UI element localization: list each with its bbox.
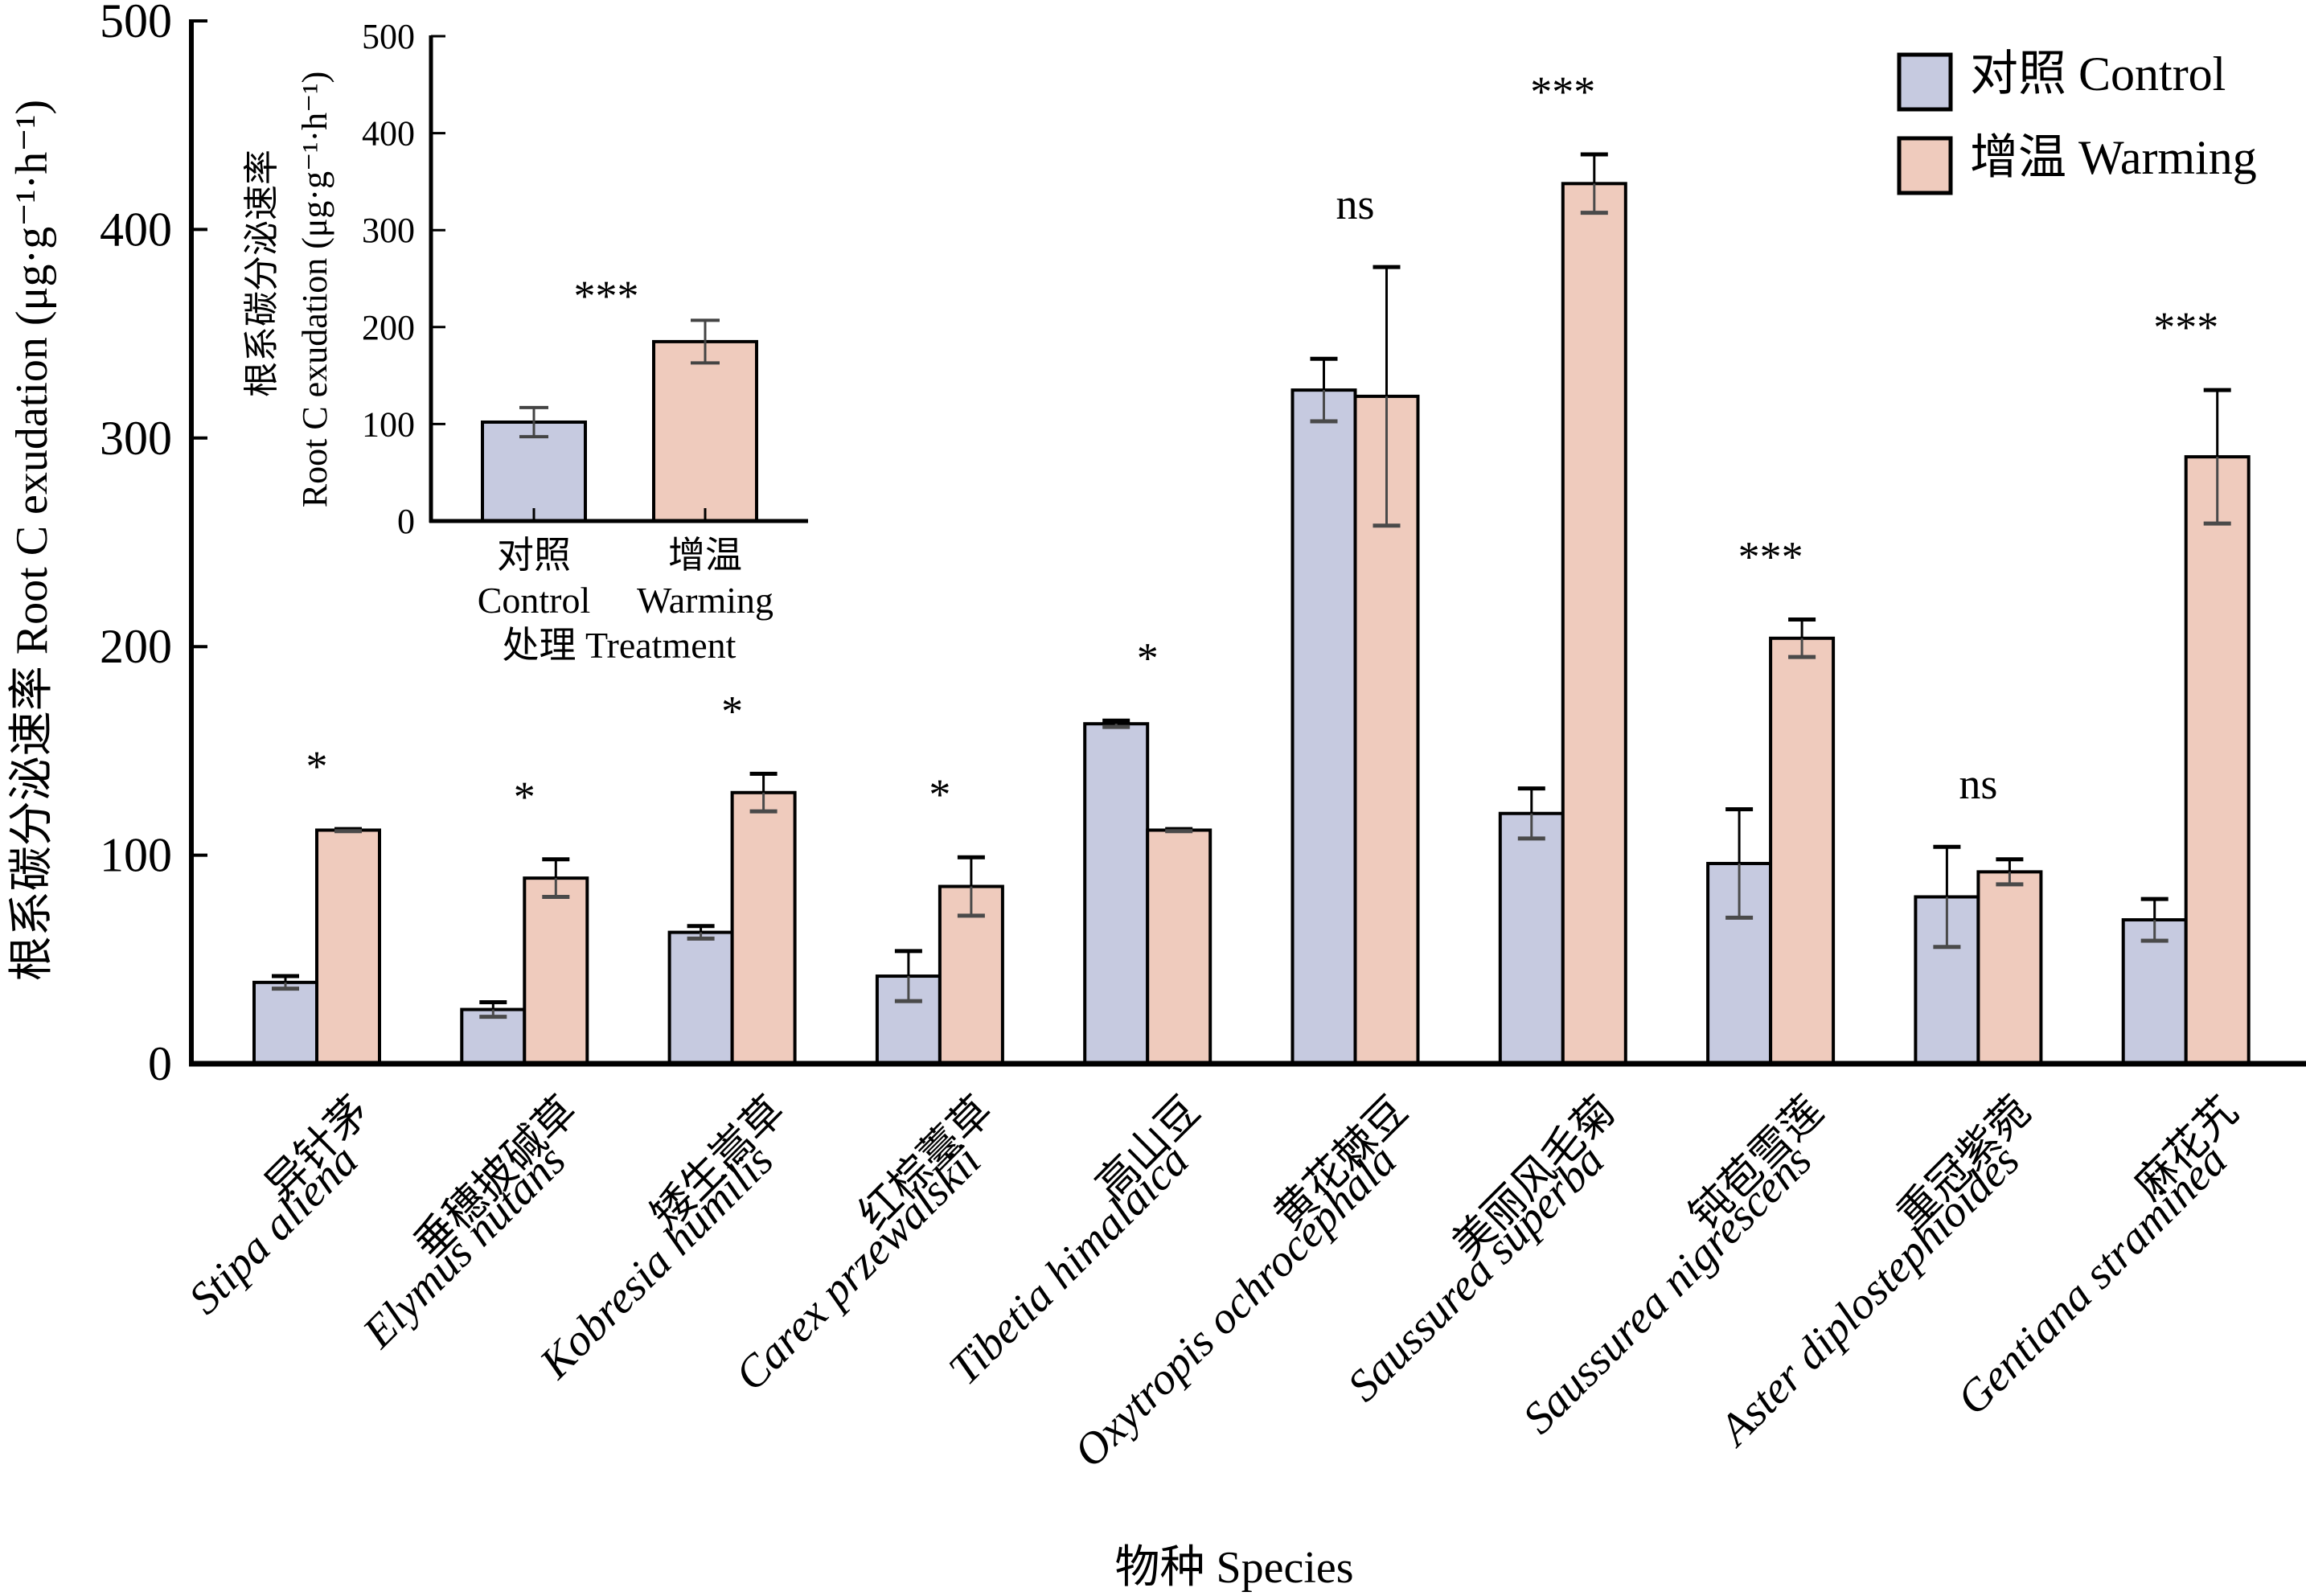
bar-control <box>667 930 734 1065</box>
inset-y-tick-label: 200 <box>362 308 415 347</box>
legend-item-warming: 增温 Warming <box>1897 131 2257 195</box>
y-tick-label: 500 <box>100 0 172 47</box>
inset-y-tick-label: 0 <box>397 502 415 541</box>
significance-label: *** <box>1530 68 1595 116</box>
legend-swatch-control <box>1897 52 1953 112</box>
x-axis-title: 物种 Species <box>1114 1543 1353 1593</box>
bar-warming <box>1769 636 1836 1065</box>
bar-group <box>1290 265 1420 1066</box>
x-category-scientific: Elymus nutans <box>353 1135 576 1358</box>
legend: 对照 Control 增温 Warming <box>1897 47 2257 195</box>
inset-y-tick-label: 500 <box>362 17 415 56</box>
legend-label-warming: 增温 Warming <box>1970 131 2257 184</box>
y-tick-label: 0 <box>148 1037 172 1090</box>
significance-label: ns <box>1959 760 1997 808</box>
inset-bar-warming <box>652 339 758 523</box>
bar-warming <box>1146 828 1212 1066</box>
inset-y-title-cn: 根系碳分泌速率 <box>242 150 281 397</box>
bar-control <box>1290 388 1357 1065</box>
legend-label-control: 对照 Control <box>1970 47 2226 101</box>
bar-group <box>252 827 381 1066</box>
significance-label: ns <box>1336 180 1374 228</box>
bar-warming <box>523 876 589 1066</box>
significance-label: * <box>1137 634 1159 682</box>
significance-label: * <box>929 770 950 819</box>
y-tick-label: 100 <box>100 829 172 882</box>
bar-group <box>875 855 1004 1066</box>
legend-item-control: 对照 Control <box>1897 47 2226 112</box>
bar-control <box>1083 722 1150 1065</box>
significance-label: *** <box>1738 532 1803 581</box>
inset-x-label-en: Warming <box>637 580 773 621</box>
inset-y-ticks: 0 100 200 300 400 500 <box>362 17 445 541</box>
y-axis-title: 根系碳分泌速率 Root C exudation (μg·g⁻¹·h⁻¹) <box>7 100 57 981</box>
inset-x-label-cn: 对照 <box>497 535 571 576</box>
y-tick-label: 400 <box>100 203 172 256</box>
bar-control <box>1498 811 1565 1065</box>
bar-warming <box>2184 455 2251 1065</box>
bar-group <box>667 771 797 1066</box>
bar-warming <box>1976 870 2043 1066</box>
inset-x-title: 处理 Treatment <box>503 625 737 666</box>
bar-group <box>460 857 589 1066</box>
significance-labels: *****ns******ns*** <box>306 68 2219 821</box>
bar-control <box>2121 918 2188 1066</box>
legend-swatch-warming <box>1897 136 1953 195</box>
inset-bars <box>481 318 758 523</box>
significance-label: * <box>306 742 328 790</box>
bar-group <box>2121 388 2251 1066</box>
bar-group <box>1083 718 1212 1066</box>
inset-x-label-cn: 增温 <box>668 535 742 576</box>
y-tick-label: 200 <box>100 620 172 673</box>
inset-bar-control <box>481 420 587 523</box>
inset-y-tick-label: 300 <box>362 211 415 250</box>
inset-y-tick-label: 100 <box>362 404 415 444</box>
inset-x-label-en: Control <box>478 580 591 621</box>
bar-warming <box>315 828 381 1066</box>
bar-control <box>252 980 318 1065</box>
bar-group <box>1914 844 2043 1066</box>
main-bars <box>252 152 2251 1066</box>
significance-label: * <box>514 773 535 821</box>
main-axes <box>189 19 2306 1067</box>
y-tick-label: 300 <box>100 412 172 465</box>
inset-significance: *** <box>574 272 639 320</box>
bar-group <box>1706 617 1836 1065</box>
bar-warming <box>730 790 797 1066</box>
inset-y-title-en: Root C exudation (μg·g⁻¹·h⁻¹) <box>295 72 334 507</box>
bar-warming <box>1561 182 1627 1065</box>
significance-label: *** <box>2153 303 2218 351</box>
bar-group <box>1498 152 1627 1065</box>
inset-y-tick-label: 400 <box>362 114 415 154</box>
significance-label: * <box>721 687 743 735</box>
y-ticks: 0 100 200 300 400 500 <box>100 0 207 1090</box>
